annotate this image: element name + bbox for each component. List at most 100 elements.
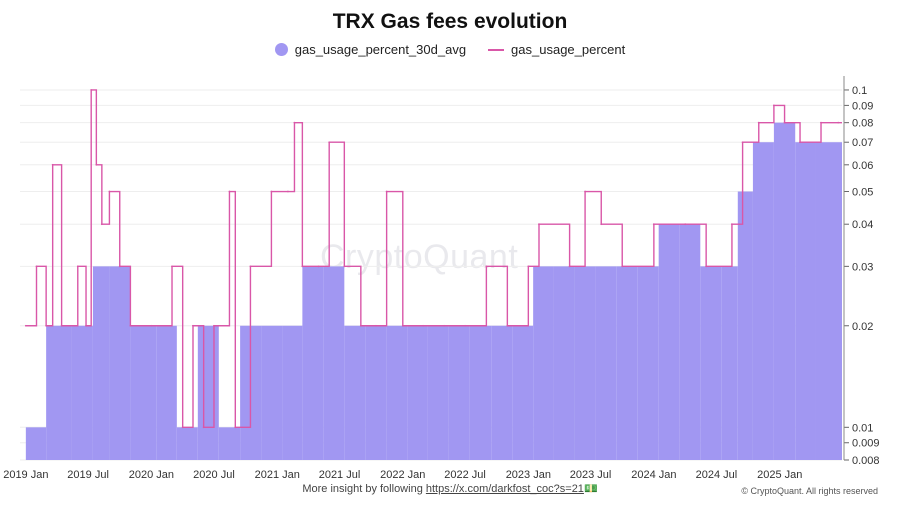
line-point (228, 190, 231, 193)
x-tick-label: 2025 Jan (757, 469, 802, 481)
line-point (213, 324, 215, 327)
x-tick-label: 2022 Jan (380, 469, 425, 481)
bar-30d-avg (71, 325, 93, 460)
bar-30d-avg (323, 266, 345, 460)
line-point (600, 223, 603, 226)
y-tick-label: 0.03 (852, 261, 873, 273)
bar-30d-avg (616, 266, 638, 460)
line-point (181, 426, 184, 429)
line-point (837, 121, 840, 124)
bar-30d-avg (815, 142, 837, 461)
y-tick-label: 0.04 (852, 219, 873, 231)
bar-30d-avg (700, 266, 722, 460)
bar-30d-avg (752, 142, 774, 461)
line-point (684, 223, 687, 226)
line-point (129, 324, 132, 327)
bar-30d-avg (637, 266, 659, 460)
line-point (538, 223, 540, 226)
x-axis-ticks: 2019 Jan 2019 Jul 2020 Jan 2020 Jul 2021 Jan… (3, 469, 802, 481)
x-tick-label: 2021 Jul (319, 469, 361, 481)
bar-30d-avg (595, 266, 617, 460)
line-point (192, 324, 194, 327)
line-point (359, 324, 362, 327)
legend-item-raw[interactable]: gas_usage_percent (488, 42, 625, 57)
line-point (422, 324, 424, 327)
line-point (85, 324, 87, 327)
line-point (731, 223, 733, 226)
bar-30d-avg (427, 325, 449, 460)
x-tick-label: 2024 Jan (631, 469, 676, 481)
footer-link[interactable]: https://x.com/darkfost_coc?s=21 (425, 483, 584, 495)
x-tick-label: 2019 Jan (3, 469, 48, 481)
bar-30d-avg (407, 325, 428, 460)
footer-prefix: More insight by following (302, 483, 423, 495)
bar-30d-avg (469, 325, 492, 460)
line-point (171, 265, 173, 268)
x-tick-label: 2020 Jan (129, 469, 174, 481)
line-point (506, 324, 509, 327)
money-emoji: 💵 (583, 483, 598, 495)
line-point (485, 265, 488, 268)
bar-30d-avg (386, 325, 408, 460)
y-tick-label: 0.02 (852, 321, 873, 333)
footer: More insight by following https://x.com/… (0, 482, 900, 495)
line-point (51, 163, 54, 166)
line-point (150, 324, 153, 327)
x-tick-label: 2020 Jul (193, 469, 235, 481)
line-point (100, 223, 103, 226)
bar-30d-avg (109, 266, 131, 460)
line-point (741, 141, 744, 144)
y-tick-label: 0.009 (852, 438, 880, 450)
line-series-raw (24, 89, 842, 429)
bar-30d-avg (836, 142, 842, 461)
line-point (799, 141, 801, 144)
line-point (385, 190, 388, 193)
bar-30d-avg (553, 266, 575, 460)
line-point (90, 89, 93, 91)
line-point (118, 265, 121, 268)
bar-30d-avg (25, 427, 47, 460)
legend-swatch-raw (488, 48, 505, 51)
line-point (401, 324, 404, 327)
line-point (35, 265, 38, 268)
bar-30d-avg (197, 325, 219, 460)
x-tick-label: 2019 Jul (67, 469, 109, 481)
legend: gas_usage_percent_30d_avg gas_usage_perc… (0, 42, 900, 57)
line-gas-usage-percent (25, 89, 842, 429)
bar-30d-avg (574, 266, 596, 460)
line-point (108, 190, 111, 193)
bar-30d-avg (721, 266, 738, 460)
bar-30d-avg (218, 427, 241, 460)
legend-item-30d-avg[interactable]: gas_usage_percent_30d_avg (274, 42, 466, 57)
line-point (24, 324, 27, 327)
x-tick-label: 2022 Jul (444, 469, 486, 481)
chart-title: TRX Gas fees evolution (332, 10, 568, 33)
line-point (293, 121, 296, 124)
bar-30d-avg (156, 325, 177, 460)
bar-30d-avg (679, 224, 701, 460)
bar-30d-avg (365, 325, 387, 460)
bar-series-30d-avg (25, 122, 842, 461)
bar-30d-avg (344, 325, 366, 460)
x-tick-label: 2021 Jan (255, 469, 300, 481)
legend-swatch-30d-avg (274, 43, 288, 56)
line-point (343, 265, 346, 268)
bar-30d-avg (512, 325, 534, 460)
bar-30d-avg (658, 224, 680, 460)
y-tick-label: 0.06 (852, 160, 873, 172)
y-tick-label: 0.08 (852, 118, 873, 130)
y-tick-label: 0.07 (852, 137, 873, 149)
line-point (443, 324, 445, 327)
legend-label-raw: gas_usage_percent (511, 42, 626, 57)
y-axis-ticks: 0.1 0.09 0.08 0.07 0.06 0.05 0.04 0.03 0.02 0.01 0… (843, 76, 880, 467)
line-point (76, 265, 79, 268)
line-point (568, 265, 571, 268)
bar-30d-avg (737, 191, 753, 461)
line-point (527, 265, 530, 268)
bar-30d-avg (282, 325, 303, 460)
line-point (783, 121, 786, 124)
bar-30d-avg (176, 427, 198, 460)
copyright: © CryptoQuant. All rights reserved (741, 486, 878, 496)
y-tick-label: 0.008 (852, 455, 880, 467)
bar-30d-avg (795, 142, 816, 461)
